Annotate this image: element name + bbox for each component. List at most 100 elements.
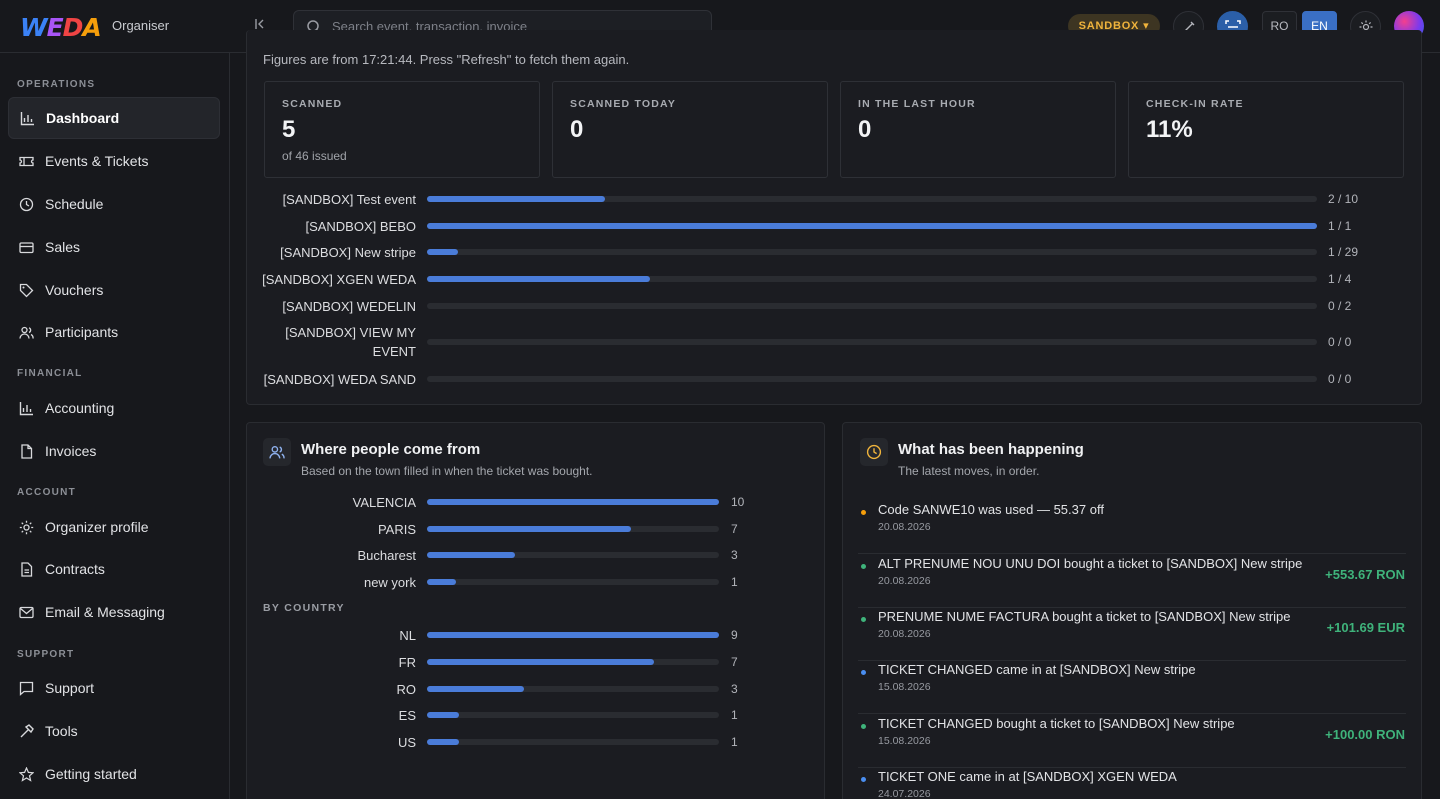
collapse-sidebar-button[interactable] [250, 16, 270, 36]
activity-item[interactable]: Code SANWE10 was used — 55.37 off 20.08.… [858, 500, 1406, 554]
activity-text: TICKET CHANGED bought a ticket to [SANDB… [878, 716, 1235, 731]
activity-text: Code SANWE10 was used — 55.37 off [878, 502, 1104, 517]
town-name: VALENCIA [352, 495, 416, 510]
sidebar-item-vouchers[interactable]: Vouchers [8, 269, 220, 311]
sidebar-item-label: Schedule [45, 196, 104, 212]
event-name: [SANDBOX] WEDA SAND [263, 372, 416, 387]
stat-scanned-today: SCANNED TODAY 0 [552, 81, 828, 178]
origin-card [246, 422, 825, 799]
activity-item[interactable]: TICKET CHANGED bought a ticket to [SANDB… [858, 714, 1406, 768]
town-fill [427, 579, 457, 585]
sidebar-item-events-tickets[interactable]: Events & Tickets [8, 140, 220, 182]
ticket-icon [18, 153, 35, 170]
clock-icon [860, 438, 888, 466]
sidebar-item-sales[interactable]: Sales [8, 226, 220, 268]
activity-amount: +100.00 RON [1325, 727, 1405, 742]
activity-dot [861, 777, 866, 782]
sidebar-item-label: Vouchers [45, 282, 104, 298]
chat-icon [18, 680, 35, 697]
sidebar-item-tools[interactable]: Tools [8, 710, 220, 752]
town-fill [427, 499, 719, 505]
activity-text: TICKET CHANGED came in at [SANDBOX] New … [878, 662, 1196, 677]
activity-text: TICKET ONE came in at [SANDBOX] XGEN WED… [878, 769, 1177, 784]
stat-last-hour: IN THE LAST HOUR 0 [840, 81, 1116, 178]
country-name: ES [398, 708, 416, 723]
town-fill [427, 552, 515, 558]
town-name: Bucharest [357, 548, 416, 563]
sidebar-item-label: Email & Messaging [45, 604, 165, 620]
sidebar-item-organizer-profile[interactable]: Organizer profile [8, 506, 220, 548]
progress-fill [427, 196, 605, 202]
hammer-icon [18, 723, 35, 740]
event-count: 0 / 0 [1328, 335, 1352, 349]
sidebar-item-dashboard[interactable]: Dashboard [8, 97, 220, 139]
event-name: [SANDBOX] WEDELIN [282, 299, 416, 314]
activity-item[interactable]: ALT PRENUME NOU UNU DOI bought a ticket … [858, 554, 1406, 608]
mail-icon [18, 604, 35, 621]
sidebar-item-label: Sales [45, 239, 81, 255]
sidebar-item-contracts[interactable]: Contracts [8, 548, 220, 590]
activity-dot [861, 617, 866, 622]
event-name: [SANDBOX] BEBO [305, 219, 416, 234]
weda-logo[interactable]: WEDA [20, 13, 102, 42]
sidebar-item-label: Organizer profile [45, 519, 149, 535]
sidebar-item-participants[interactable]: Participants [8, 311, 220, 353]
country-count: 3 [731, 682, 738, 696]
sidebar-item-label: Accounting [45, 400, 115, 416]
country-track [427, 739, 719, 745]
country-name: FR [398, 655, 416, 670]
sidebar-item-label: Dashboard [46, 110, 120, 126]
activity-item[interactable]: PRENUME NUME FACTURA bought a ticket to … [858, 607, 1406, 661]
activity-amount: +553.67 RON [1325, 567, 1405, 582]
country-track [427, 659, 719, 665]
progress-track [427, 376, 1317, 382]
town-track [427, 499, 719, 505]
country-count: 7 [731, 655, 738, 669]
sidebar-item-email-messaging[interactable]: Email & Messaging [8, 591, 220, 633]
activity-title: What has been happening [898, 441, 1084, 458]
progress-track [427, 303, 1317, 309]
sidebar-item-label: Contracts [45, 561, 105, 577]
activity-dot [861, 564, 866, 569]
sidebar-item-invoices[interactable]: Invoices [8, 430, 220, 472]
town-fill [427, 526, 632, 532]
activity-item[interactable]: TICKET ONE came in at [SANDBOX] XGEN WED… [858, 767, 1406, 799]
activity-dot [861, 724, 866, 729]
country-track [427, 712, 719, 718]
document-icon [18, 561, 35, 578]
sidebar-item-getting-started[interactable]: Getting started [8, 753, 220, 795]
progress-track [427, 276, 1317, 282]
event-count: 0 / 2 [1328, 299, 1352, 313]
file-icon [18, 443, 35, 460]
tag-icon [18, 282, 35, 299]
bar-chart-icon [19, 110, 36, 127]
clock-icon [18, 196, 35, 213]
collapse-icon [255, 19, 264, 29]
sidebar-item-accounting[interactable]: Accounting [8, 387, 220, 429]
sidebar-item-schedule[interactable]: Schedule [8, 183, 220, 225]
event-name: [SANDBOX] New stripe [280, 245, 416, 260]
town-name: new york [363, 575, 416, 590]
town-count: 7 [731, 522, 738, 536]
stat-value: 5 [282, 116, 296, 143]
progress-fill [427, 249, 458, 255]
progress-track [427, 223, 1317, 229]
town-name: PARIS [377, 522, 416, 537]
sidebar-item-label: Getting started [45, 766, 137, 782]
section-account: ACCOUNT [17, 487, 77, 498]
activity-date: 20.08.2026 [878, 521, 931, 533]
stat-scanned: SCANNED 5 of 46 issued [264, 81, 540, 178]
star-icon [18, 766, 35, 783]
sidebar-item-support[interactable]: Support [8, 667, 220, 709]
stat-label: IN THE LAST HOUR [858, 98, 976, 110]
stat-value: 0 [858, 116, 872, 143]
activity-item[interactable]: TICKET CHANGED came in at [SANDBOX] New … [858, 660, 1406, 714]
by-country-label: BY COUNTRY [263, 602, 345, 614]
sidebar-item-label: Tools [45, 723, 78, 739]
section-support: SUPPORT [17, 649, 75, 660]
section-financial: FINANCIAL [17, 368, 83, 379]
town-count: 3 [731, 548, 738, 562]
country-fill [427, 686, 525, 692]
activity-subtitle: The latest moves, in order. [898, 464, 1040, 478]
chevron-down-icon: ▾ [1143, 20, 1150, 32]
